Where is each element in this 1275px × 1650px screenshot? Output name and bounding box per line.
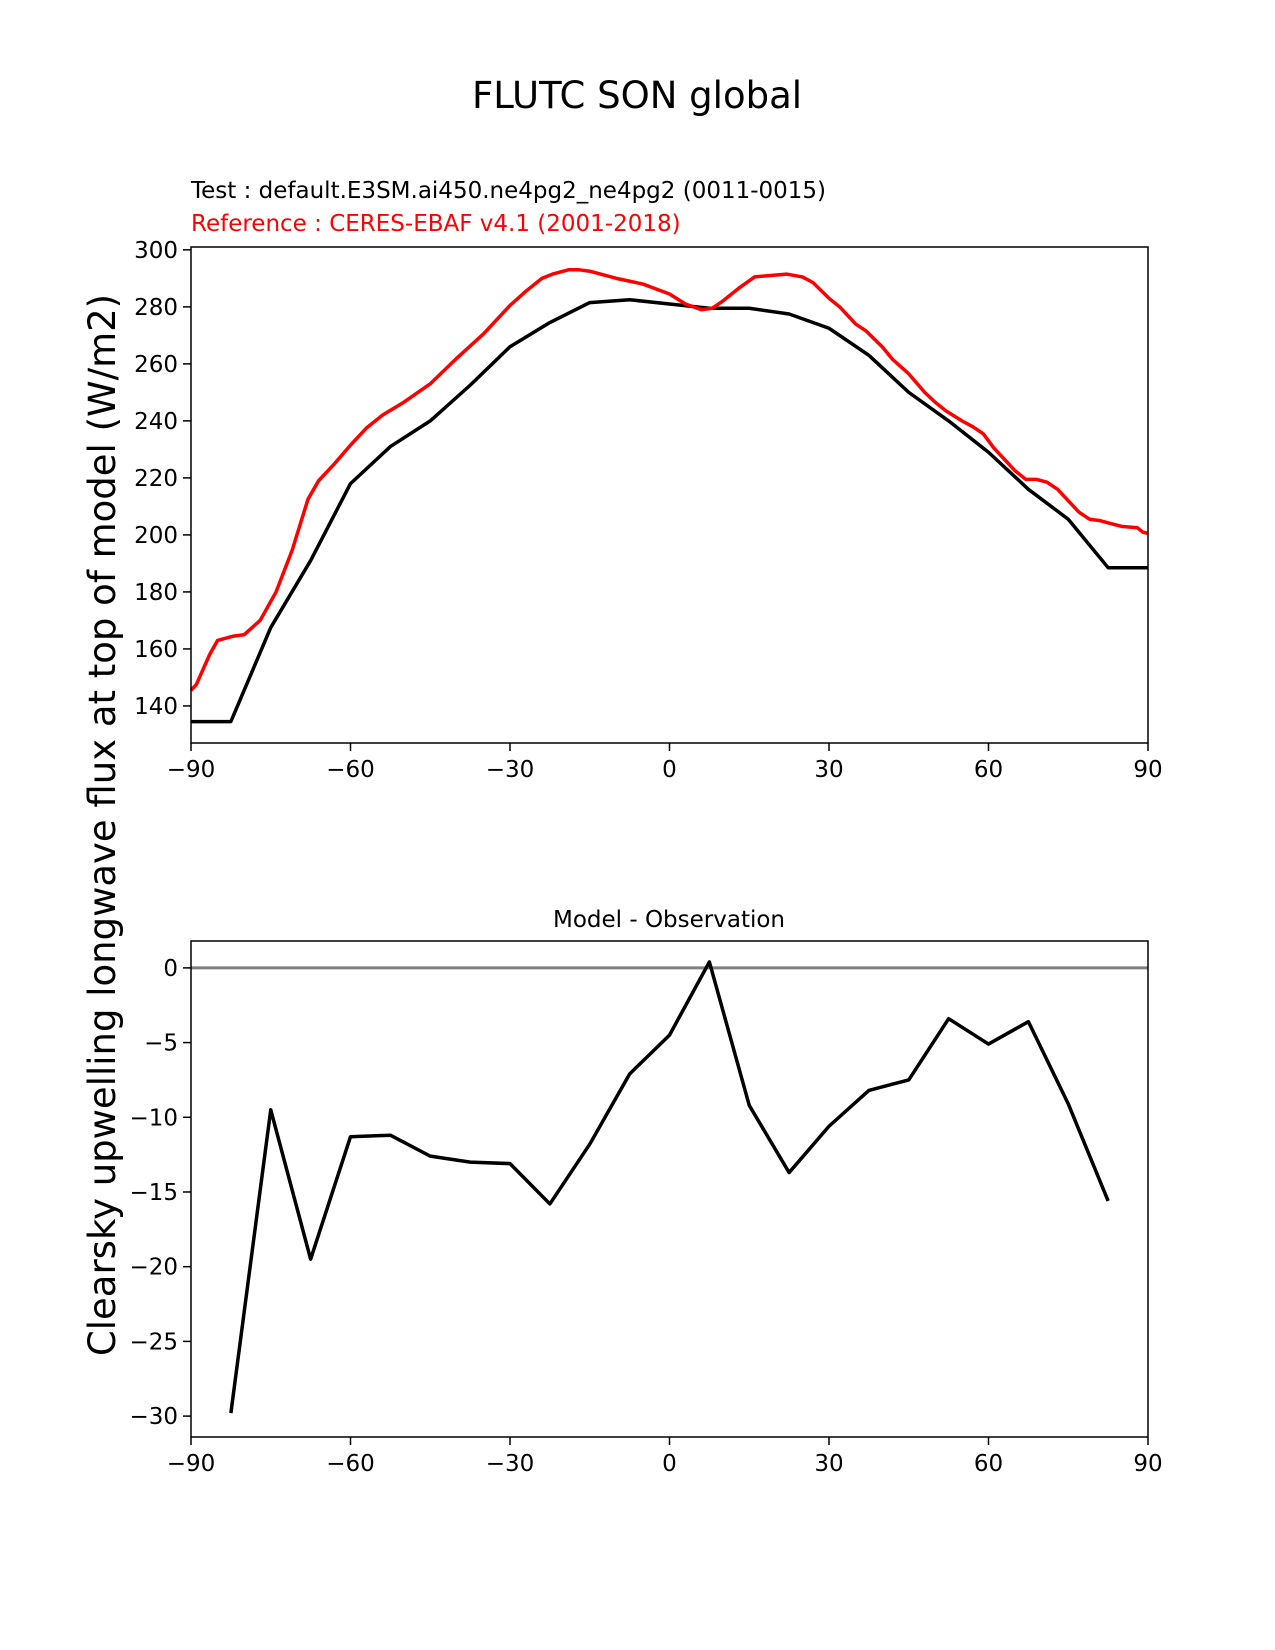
top-series-layer <box>189 268 1149 724</box>
bottom-y-tick-label: −25 <box>129 1329 178 1355</box>
bottom-x-tick-label: 90 <box>1133 1451 1162 1477</box>
reference-subtitle: Reference : CERES-EBAF v4.1 (2001-2018) <box>191 211 681 237</box>
bottom-plot-frame <box>190 940 1149 1438</box>
bottom-chart: Model - Observation −90 −60 −30 0 30 60 90 −30… <box>129 907 1162 1477</box>
bottom-x-tick-label: 60 <box>974 1451 1003 1477</box>
top-y-tick-label: 280 <box>134 295 178 321</box>
top-y-tick-label: 300 <box>134 238 178 264</box>
top-series-1-line <box>189 268 1149 692</box>
bottom-y-tick-label: −20 <box>129 1255 178 1281</box>
top-x-tick-label: 0 <box>662 757 677 783</box>
top-series-0-line <box>191 297 1148 724</box>
figure-ylabel: Clearsky upwelling longwave flux at top … <box>81 294 124 1356</box>
bottom-chart-title: Model - Observation <box>553 907 785 933</box>
bottom-y-tick-label: −30 <box>129 1404 178 1430</box>
top-y-tick-label: 260 <box>134 352 178 378</box>
bottom-y-tick-label: −10 <box>129 1105 178 1131</box>
bottom-series-0-line <box>229 960 1110 1414</box>
top-y-tick-label: 200 <box>134 523 178 549</box>
bottom-y-tick-label: 0 <box>163 956 178 982</box>
top-y-tick-label: 140 <box>134 694 178 720</box>
top-y-ticks: 140 160 180 200 220 240 260 280 300 <box>134 238 191 720</box>
bottom-y-tick-label: −5 <box>144 1031 178 1057</box>
bottom-x-tick-label: 0 <box>662 1451 677 1477</box>
figure-title: FLUTC SON global <box>472 74 802 117</box>
top-x-tick-label: 60 <box>974 757 1003 783</box>
bottom-x-tick-label: −60 <box>326 1451 375 1477</box>
bottom-series-layer <box>229 960 1110 1414</box>
bottom-x-tick-label: −90 <box>167 1451 216 1477</box>
top-y-tick-label: 240 <box>134 409 178 435</box>
top-y-tick-label: 160 <box>134 637 178 663</box>
bottom-x-tick-label: 30 <box>814 1451 843 1477</box>
bottom-x-ticks: −90 −60 −30 0 30 60 90 <box>167 1437 1163 1477</box>
top-x-tick-label: 30 <box>814 757 843 783</box>
top-x-tick-label: 90 <box>1133 757 1162 783</box>
top-x-tick-label: −90 <box>167 757 216 783</box>
top-x-tick-label: −30 <box>486 757 535 783</box>
bottom-y-tick-label: −15 <box>129 1180 178 1206</box>
bottom-y-ticks: −30 −25 −20 −15 −10 −5 0 <box>129 956 191 1430</box>
test-subtitle: Test : default.E3SM.ai450.ne4pg2_ne4pg2 … <box>190 178 826 204</box>
top-chart: Test : default.E3SM.ai450.ne4pg2_ne4pg2 … <box>134 178 1163 783</box>
top-y-tick-label: 220 <box>134 466 178 492</box>
top-x-ticks: −90 −60 −30 0 30 60 90 <box>167 743 1163 783</box>
top-plot-frame <box>190 246 1149 744</box>
top-y-tick-label: 180 <box>134 580 178 606</box>
bottom-x-tick-label: −30 <box>486 1451 535 1477</box>
top-x-tick-label: −60 <box>326 757 375 783</box>
